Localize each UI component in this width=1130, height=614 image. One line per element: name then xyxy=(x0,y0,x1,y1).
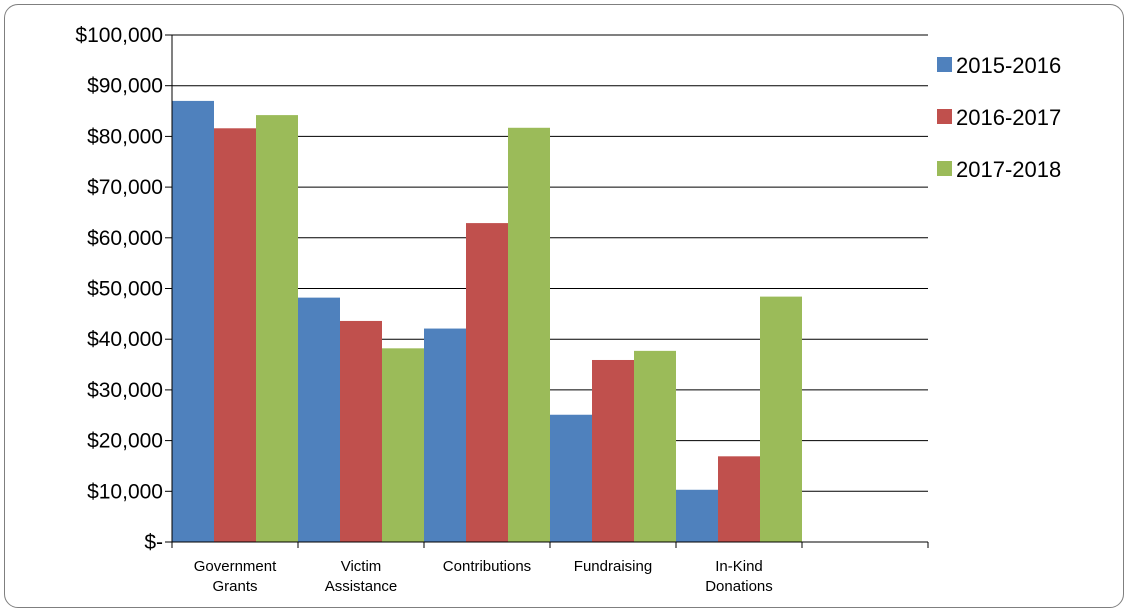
bar xyxy=(424,328,466,542)
bar xyxy=(466,223,508,543)
bar xyxy=(172,100,214,542)
bar xyxy=(298,297,340,542)
legend-label: 2016-2017 xyxy=(956,105,1061,130)
bar xyxy=(382,348,424,542)
bar xyxy=(592,359,634,542)
x-tick-label: Government xyxy=(194,558,277,575)
x-tick-label: Donations xyxy=(705,578,773,595)
bar xyxy=(256,115,298,542)
bar xyxy=(760,296,802,542)
bar xyxy=(676,489,718,542)
x-tick-label: Victim xyxy=(341,558,382,575)
y-tick-label: $40,000 xyxy=(87,328,163,351)
y-tick-label: $90,000 xyxy=(87,75,163,98)
legend-swatch xyxy=(937,109,952,124)
bar xyxy=(214,128,256,542)
x-tick-label: In-Kind xyxy=(715,558,763,575)
legend-label: 2015-2016 xyxy=(956,53,1061,78)
x-tick-label: Fundraising xyxy=(574,558,652,575)
bar xyxy=(634,350,676,542)
y-tick-label: $80,000 xyxy=(87,125,163,148)
y-tick-label: $60,000 xyxy=(87,227,163,250)
y-tick-label: $50,000 xyxy=(87,278,163,301)
bar xyxy=(340,320,382,542)
y-tick-label: $30,000 xyxy=(87,379,163,402)
x-tick-label: Assistance xyxy=(325,578,398,595)
y-tick-label: $20,000 xyxy=(87,430,163,453)
legend-swatch xyxy=(937,57,952,72)
y-tick-label: $10,000 xyxy=(87,480,163,503)
legend-label: 2017-2018 xyxy=(956,157,1061,182)
x-tick-label: Contributions xyxy=(443,558,531,575)
y-tick-label: $- xyxy=(144,531,163,554)
y-tick-label: $70,000 xyxy=(87,176,163,199)
y-tick-label: $100,000 xyxy=(75,24,163,47)
bar xyxy=(718,456,760,542)
bar xyxy=(550,414,592,542)
legend-swatch xyxy=(937,161,952,176)
x-tick-label: Grants xyxy=(212,578,257,595)
bar xyxy=(508,127,550,542)
